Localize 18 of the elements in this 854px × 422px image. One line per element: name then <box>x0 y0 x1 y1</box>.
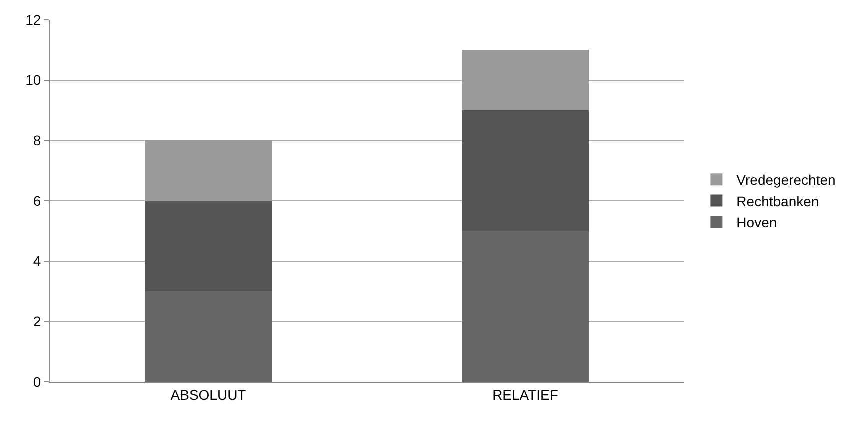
bar <box>462 50 589 110</box>
legend-label: Hoven <box>736 214 778 230</box>
y-tick-label: 0 <box>33 374 42 390</box>
y-tick-label: 6 <box>33 192 42 209</box>
y-tick-label: 2 <box>33 314 42 330</box>
x-tick-label: RELATIEF <box>492 386 558 403</box>
bar <box>462 231 589 382</box>
y-tick-label: 8 <box>33 132 42 149</box>
legend-label: Rechtbanken <box>736 193 820 210</box>
bar <box>145 140 272 201</box>
x-tick-label: ABSOLUUT <box>170 386 247 403</box>
y-tick-label: 4 <box>33 253 42 270</box>
bar <box>145 201 272 292</box>
y-tick-label: 12 <box>26 12 42 28</box>
legend-label: Vredegerechten <box>736 172 836 188</box>
bar <box>145 292 272 382</box>
bar <box>462 110 589 232</box>
y-tick-label: 10 <box>26 72 42 88</box>
